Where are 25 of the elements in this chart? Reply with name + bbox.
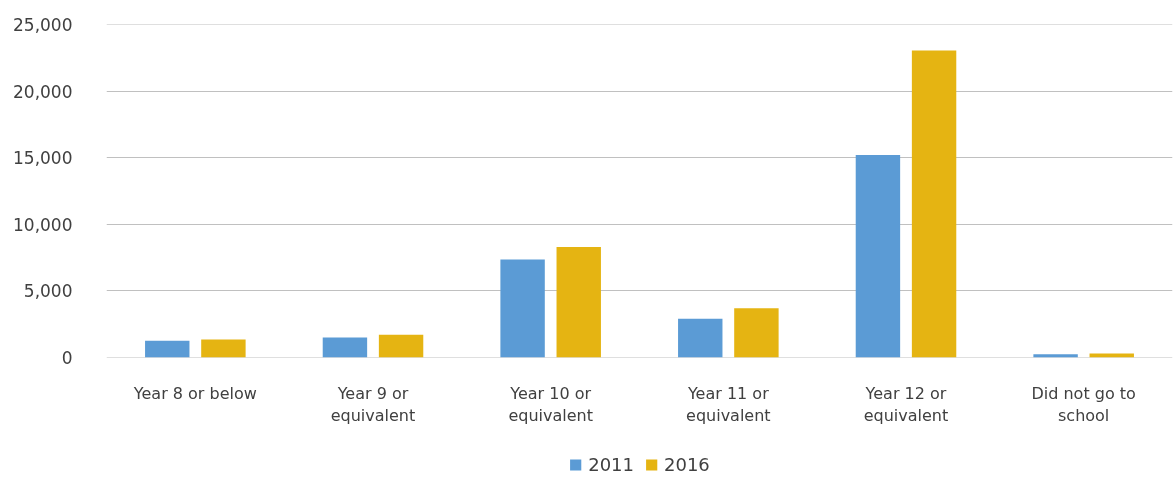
bar [678,318,723,358]
bar [911,50,957,358]
bar [201,339,246,358]
y-tick-label: 10,000 [13,214,73,235]
y-tick-label: 25,000 [13,15,73,35]
x-tick-label: Year 8 or below [132,383,257,403]
bar [556,246,601,358]
x-tick-label: Year 12 or equivalent [863,383,949,426]
x-tick-label: Did not go to school [1031,383,1136,426]
x-tick-label: Year 10 or equivalent [508,383,593,426]
bar [500,259,545,358]
legend-label: 2016 [664,453,710,475]
bar [322,337,368,358]
bar [145,340,190,358]
y-tick-label: 0 [61,348,73,368]
y-tick-label: 20,000 [13,81,73,102]
bar [855,155,901,358]
x-tick-label: Year 11 or equivalent [686,383,771,426]
y-tick-label: 5,000 [23,281,73,302]
x-tick-label: Year 9 or equivalent [330,383,416,426]
bar [1033,354,1078,358]
y-tick-label: 15,000 [13,148,73,169]
bar [734,308,779,358]
bar [378,334,424,358]
legend-label: 2011 [588,453,634,475]
